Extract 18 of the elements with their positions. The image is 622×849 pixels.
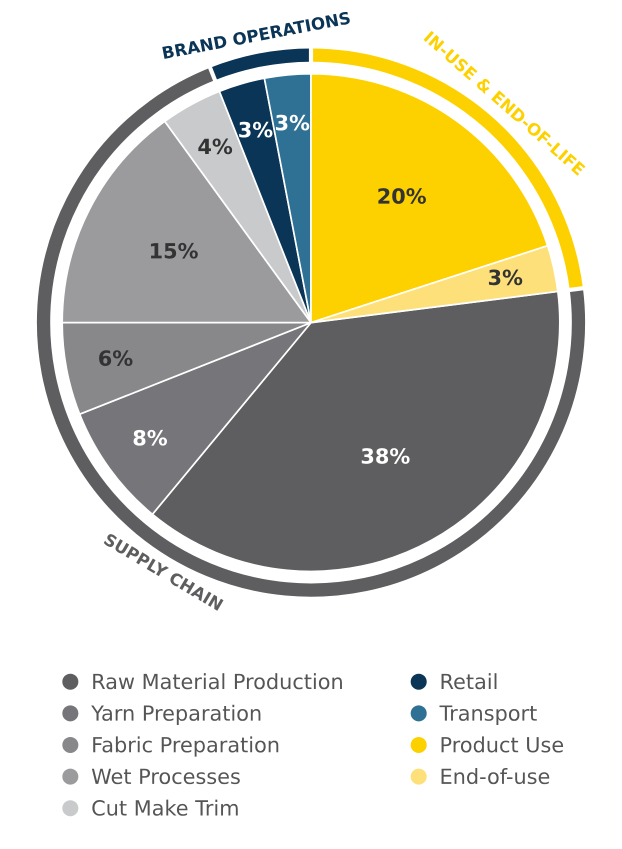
legend-label: Yarn Preparation: [91, 704, 260, 725]
legend-label: Retail: [442, 673, 496, 690]
legend-label: End-of-use: [442, 768, 550, 784]
legend-label: Cut Make Trim: [92, 800, 238, 816]
data-label: 38%: [362, 448, 410, 464]
legend-label: Transport: [439, 705, 537, 725]
data-label: 3%: [488, 269, 522, 286]
legend-label: Fabric Preparation: [93, 736, 278, 757]
legend-label: Wet Processes: [92, 768, 240, 784]
data-label: 3%: [239, 122, 272, 138]
data-label: 8%: [134, 430, 167, 446]
data-label: 6%: [99, 350, 133, 366]
data-label: 15%: [150, 242, 198, 259]
legend-label: Product Use: [442, 736, 564, 753]
data-label: 20%: [378, 188, 426, 204]
legend-label: Raw Material Production: [93, 673, 342, 690]
data-label: 3%: [276, 114, 310, 131]
data-label: 4%: [198, 138, 232, 154]
